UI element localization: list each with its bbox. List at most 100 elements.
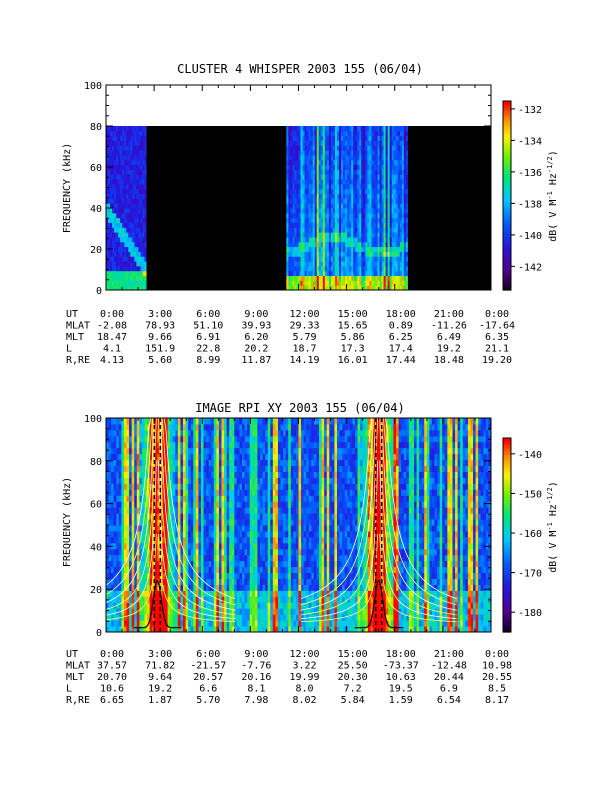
rpi-spectrogram-cell (108, 536, 112, 544)
rpi-spectrogram-cell (159, 423, 163, 431)
whisper-spectrogram-cell (361, 126, 364, 132)
whisper-spectrogram-cell (114, 261, 117, 267)
whisper-spectrogram-cell (120, 256, 123, 262)
whisper-spectrogram-cell (294, 256, 297, 262)
rpi-spectrogram-cell (118, 423, 122, 431)
whisper-spectrogram-cell (330, 217, 334, 223)
rpi-spectrogram-cell (242, 626, 246, 633)
rpi-spectrogram-cell (221, 602, 225, 609)
whisper-spectrogram-cell (334, 203, 338, 209)
rpi-spectrogram-cell (198, 447, 202, 455)
whisper-spectrogram-cell (369, 275, 372, 281)
whisper-spectrogram-cell (367, 265, 370, 272)
whisper-spectrogram-cell (118, 265, 121, 272)
rpi-spectrogram-cell (234, 620, 238, 627)
whisper-spectrogram-cell (383, 188, 387, 195)
whisper-spectrogram-cell (381, 275, 385, 281)
whisper-spectrogram-cell (337, 183, 340, 190)
rpi-spectrogram-cell (111, 519, 115, 526)
rpi-spectrogram-cell (154, 620, 158, 627)
whisper-spectrogram-cell (369, 241, 372, 248)
whisper-spectrogram-cell (304, 193, 308, 199)
rpi-spectrogram-cell (242, 572, 246, 579)
rpi-spectrogram-cell (165, 501, 169, 508)
whisper-spectrogram-cell (328, 183, 332, 190)
rpi-spectrogram-cell (136, 536, 140, 544)
rpi-spectrogram-cell (113, 620, 117, 627)
whisper-spectrogram-cell (332, 280, 336, 286)
rpi-spectrogram-cell (216, 554, 220, 562)
rpi-spectrogram-cell (190, 453, 194, 461)
whisper-spectrogram-cell (385, 261, 389, 267)
rpi-spectrogram-cell (208, 513, 212, 520)
rpi-spectrogram-cell (218, 590, 222, 597)
whisper-spectrogram-cell (108, 208, 111, 214)
whisper-colorbar-segment (503, 211, 511, 215)
whisper-spectrogram-cell (118, 135, 121, 141)
whisper-spectrogram-cell (318, 174, 322, 180)
rpi-spectrogram-cell (121, 590, 125, 597)
rpi-spectrogram-cell (149, 447, 153, 455)
whisper-spectrogram-cell (114, 179, 117, 185)
rpi-spectrogram-cell (116, 489, 120, 496)
whisper-spectrogram-cell (399, 280, 403, 286)
whisper-spectrogram-cell (401, 140, 405, 146)
rpi-spectrogram-cell (136, 554, 140, 562)
rpi-spectrogram-cell (195, 441, 199, 449)
rpi-spectrogram-cell (116, 548, 120, 556)
whisper-data-gap (162, 126, 166, 290)
rpi-spectrogram-cell (195, 495, 199, 502)
whisper-spectrogram-cell (353, 217, 356, 223)
rpi-spectrogram-cell (185, 590, 189, 597)
whisper-spectrogram-cell (112, 270, 115, 277)
whisper-spectrogram-cell (391, 246, 395, 252)
whisper-spectrogram-cell (302, 179, 306, 185)
whisper-spectrogram-cell (116, 236, 119, 243)
whisper-spectrogram-cell (124, 159, 127, 166)
rpi-spectrogram-cell (213, 548, 217, 556)
whisper-spectrogram-cell (112, 241, 115, 248)
whisper-spectrogram-cell (337, 126, 340, 132)
rpi-spectrogram-cell (229, 459, 233, 467)
rpi-spectrogram-cell (206, 536, 210, 544)
rpi-spectrogram-cell (172, 465, 176, 472)
whisper-spectrogram-cell (136, 164, 139, 170)
whisper-spectrogram-cell (302, 130, 306, 137)
whisper-spectrogram-cell (298, 164, 302, 170)
whisper-spectrogram-cell (316, 126, 320, 132)
whisper-spectrogram-cell (405, 188, 409, 195)
whisper-ephemeris-value: 6.20 (244, 332, 268, 343)
rpi-spectrogram-cell (108, 626, 112, 633)
whisper-spectrogram-cell (112, 150, 115, 156)
whisper-spectrogram-cell (381, 203, 385, 209)
whisper-spectrogram-cell (357, 140, 360, 146)
whisper-spectrogram-cell (110, 208, 113, 214)
whisper-spectrogram-cell (337, 261, 340, 267)
whisper-spectrogram-cell (401, 150, 405, 156)
rpi-spectrogram-cell (154, 435, 158, 443)
whisper-spectrogram-cell (359, 183, 362, 190)
whisper-spectrogram-cell (288, 217, 291, 223)
rpi-spectrogram-cell (231, 507, 235, 514)
rpi-spectrogram-cell (167, 620, 171, 627)
whisper-spectrogram-cell (357, 212, 360, 219)
rpi-spectrogram-cell (221, 548, 225, 556)
rpi-spectrogram-cell (170, 418, 174, 425)
whisper-spectrogram-cell (138, 236, 141, 243)
rpi-spectrogram-cell (126, 590, 130, 597)
rpi-spectrogram-cell (203, 572, 207, 579)
whisper-spectrogram-cell (112, 275, 115, 281)
whisper-spectrogram-cell (312, 256, 316, 262)
rpi-spectrogram-cell (188, 447, 192, 455)
whisper-spectrogram-cell (355, 212, 358, 219)
rpi-spectrogram-cell (131, 483, 135, 490)
whisper-panel: CLUSTER 4 WHISPER 2003 155 (06/04) FREQU… (62, 62, 559, 366)
whisper-spectrogram-cell (395, 217, 399, 223)
whisper-spectrogram-cell (397, 270, 401, 277)
whisper-spectrogram-cell (306, 183, 310, 190)
rpi-spectrogram-cell (208, 459, 212, 467)
whisper-spectrogram-cell (288, 164, 291, 170)
rpi-spectrogram-cell (167, 596, 171, 603)
whisper-spectrogram-cell (134, 280, 137, 286)
whisper-spectrogram-cell (108, 183, 111, 190)
